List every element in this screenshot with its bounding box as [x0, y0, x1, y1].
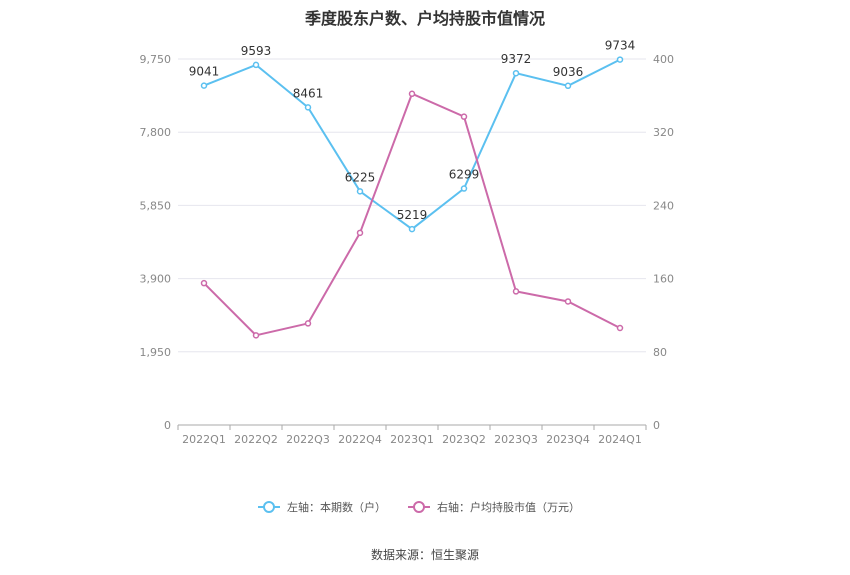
point-avg-value — [200, 279, 208, 287]
point-avg-value — [252, 332, 260, 339]
data-label: 5219 — [397, 208, 428, 222]
point-shareholders — [616, 56, 624, 63]
legend-swatch-marker — [263, 501, 275, 513]
left-tick-label: 7,800 — [140, 126, 172, 139]
legend-swatch-marker — [413, 501, 425, 513]
point-shareholders — [408, 225, 416, 233]
point-avg-value — [616, 324, 624, 332]
left-tick-label: 5,850 — [140, 199, 172, 212]
data-label: 8461 — [293, 86, 324, 100]
data-source: 数据来源：恒生聚源 — [370, 548, 479, 562]
point-shareholders — [356, 188, 364, 195]
right-tick-label: 160 — [653, 273, 674, 286]
point-shareholders — [304, 104, 312, 111]
x-tick-label: 2022Q1 — [182, 433, 226, 446]
point-avg-value — [460, 113, 468, 120]
series-line-shareholders — [203, 58, 621, 231]
x-tick-label: 2022Q2 — [234, 433, 278, 446]
x-tick-label: 2023Q4 — [546, 433, 590, 446]
x-tick-label: 2022Q4 — [338, 433, 382, 446]
data-label: 9372 — [501, 52, 532, 66]
point-shareholders — [564, 82, 572, 90]
data-label: 6225 — [345, 170, 376, 184]
point-avg-value — [408, 90, 416, 98]
data-label: 9734 — [605, 39, 636, 53]
data-label: 9041 — [189, 65, 220, 79]
legend-label-avg-value: 右轴：户均持股市值（万元） — [437, 500, 580, 514]
left-tick-label: 0 — [164, 419, 171, 432]
legend-label-shareholders: 左轴：本期数（户） — [287, 500, 386, 514]
point-shareholders — [200, 82, 208, 89]
right-tick-label: 320 — [653, 126, 674, 139]
left-tick-label: 1,950 — [140, 346, 172, 359]
x-tick-label: 2022Q3 — [286, 433, 330, 446]
right-tick-label: 240 — [653, 199, 674, 212]
point-avg-value — [564, 298, 572, 305]
point-shareholders — [460, 185, 468, 192]
right-tick-label: 0 — [653, 419, 660, 432]
x-tick-label: 2023Q3 — [494, 433, 538, 446]
point-shareholders — [252, 61, 260, 69]
right-tick-label: 400 — [653, 53, 674, 66]
data-label: 6299 — [449, 168, 480, 182]
point-avg-value — [304, 320, 312, 327]
point-avg-value — [356, 229, 364, 237]
x-tick-label: 2024Q1 — [598, 433, 642, 446]
data-label: 9036 — [553, 65, 584, 79]
data-label: 9593 — [241, 44, 272, 58]
chart-title: 季度股东户数、户均持股市值情况 — [304, 9, 545, 28]
x-tick-label: 2023Q2 — [442, 433, 486, 446]
right-tick-label: 80 — [653, 346, 667, 359]
point-shareholders — [512, 69, 520, 77]
x-tick-label: 2023Q1 — [390, 433, 434, 446]
left-tick-label: 3,900 — [140, 273, 172, 286]
left-tick-label: 9,750 — [140, 53, 172, 66]
point-avg-value — [512, 288, 520, 295]
